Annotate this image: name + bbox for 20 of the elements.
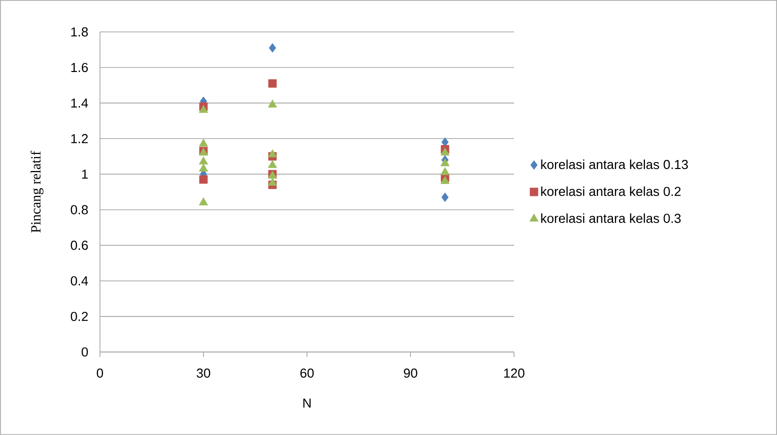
x-tick-label: 30 [196, 368, 210, 378]
y-tick-label: 0.2 [70, 312, 88, 322]
y-tick-label: 1 [82, 170, 88, 179]
y-tick-label: 0.8 [70, 205, 88, 214]
legend-label: korelasi antara kelas 0.2 [541, 186, 681, 196]
y-tick-label: 1.6 [71, 62, 88, 72]
y-tick-label: 0.6 [70, 240, 88, 250]
x-tick-label: 0 [96, 368, 104, 378]
y-tick-label: 1.4 [71, 98, 88, 108]
y-tick-label: 1.2 [71, 134, 88, 144]
legend-label: korelasi antara kelas 0.13 [541, 160, 688, 170]
y-tick-label: 0 [82, 347, 88, 357]
y-axis-title: Pincang relatif [30, 150, 44, 233]
y-tick-label: 0.4 [70, 276, 88, 286]
x-axis-title: N [303, 398, 311, 408]
legend-label: korelasi antara kelas 0.3 [541, 213, 681, 224]
x-tick-label: 90 [404, 368, 418, 378]
y-tick-label: 1.8 [71, 27, 88, 37]
x-tick-label: 60 [300, 368, 314, 378]
x-tick-label: 120 [504, 368, 524, 378]
